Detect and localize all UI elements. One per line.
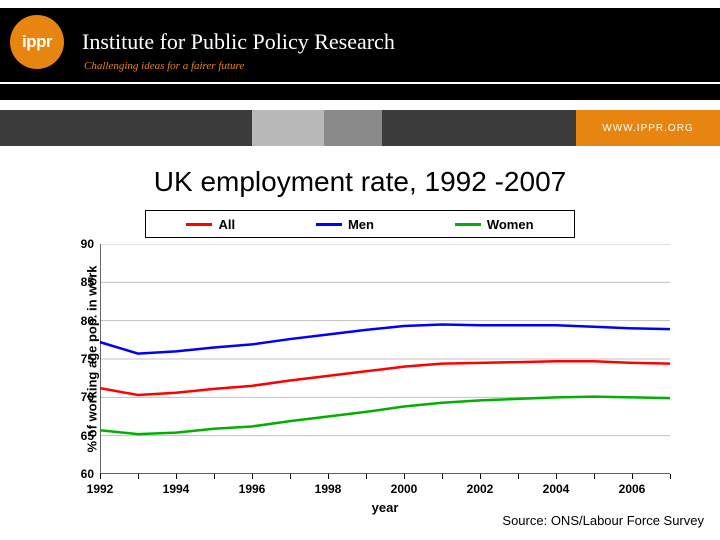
legend-swatch bbox=[455, 223, 481, 226]
series-all bbox=[100, 361, 670, 395]
bar-gap bbox=[0, 100, 720, 110]
legend: All Men Women bbox=[145, 210, 575, 238]
chart-svg bbox=[100, 244, 670, 474]
series-women bbox=[100, 397, 670, 435]
x-tick: 1998 bbox=[315, 474, 342, 496]
x-tick-mark bbox=[670, 474, 671, 479]
source-text: Source: ONS/Labour Force Survey bbox=[502, 513, 704, 528]
x-tick: 1996 bbox=[239, 474, 266, 496]
legend-swatch bbox=[186, 223, 212, 226]
slide-title: UK employment rate, 1992 -2007 bbox=[0, 166, 720, 198]
bar-segment bbox=[382, 110, 576, 146]
logo-text: ippr bbox=[22, 32, 52, 52]
x-tick: 2002 bbox=[467, 474, 494, 496]
color-bar: WWW.IPPR.ORG bbox=[0, 110, 720, 146]
header-bar: ippr Institute for Public Policy Researc… bbox=[0, 0, 720, 100]
url-segment: WWW.IPPR.ORG bbox=[576, 110, 720, 146]
y-tick: 85 bbox=[81, 275, 100, 289]
ippr-logo: ippr bbox=[10, 15, 64, 69]
x-tick-mark bbox=[366, 474, 367, 479]
x-tick: 2006 bbox=[619, 474, 646, 496]
x-tick-mark bbox=[138, 474, 139, 479]
x-tick-mark bbox=[290, 474, 291, 479]
x-tick-mark bbox=[518, 474, 519, 479]
chart: All Men Women % of working age pop. in wor… bbox=[50, 210, 670, 515]
bar-segment bbox=[252, 110, 324, 146]
institute-title: Institute for Public Policy Research bbox=[82, 29, 395, 55]
x-tick-mark bbox=[442, 474, 443, 479]
y-tick: 80 bbox=[81, 314, 100, 328]
x-tick-mark bbox=[214, 474, 215, 479]
x-tick: 2004 bbox=[543, 474, 570, 496]
x-tick-mark bbox=[594, 474, 595, 479]
bar-segment bbox=[324, 110, 382, 146]
legend-item-men: Men bbox=[316, 217, 374, 232]
header-rule-top bbox=[0, 0, 720, 8]
header-rule-bottom bbox=[0, 82, 720, 84]
legend-label: Men bbox=[348, 217, 374, 232]
x-tick: 2000 bbox=[391, 474, 418, 496]
y-tick: 75 bbox=[81, 352, 100, 366]
tagline: Challenging ideas for a fairer future bbox=[84, 60, 244, 72]
series-men bbox=[100, 325, 670, 354]
y-tick: 90 bbox=[81, 237, 100, 251]
y-tick: 65 bbox=[81, 429, 100, 443]
y-tick: 70 bbox=[81, 390, 100, 404]
legend-item-all: All bbox=[186, 217, 235, 232]
legend-label: All bbox=[218, 217, 235, 232]
bar-segment bbox=[0, 110, 252, 146]
plot-area: % of working age pop. in work 6065707580… bbox=[100, 244, 670, 474]
legend-label: Women bbox=[487, 217, 534, 232]
legend-swatch bbox=[316, 223, 342, 226]
x-tick: 1992 bbox=[87, 474, 114, 496]
x-tick: 1994 bbox=[163, 474, 190, 496]
legend-item-women: Women bbox=[455, 217, 534, 232]
